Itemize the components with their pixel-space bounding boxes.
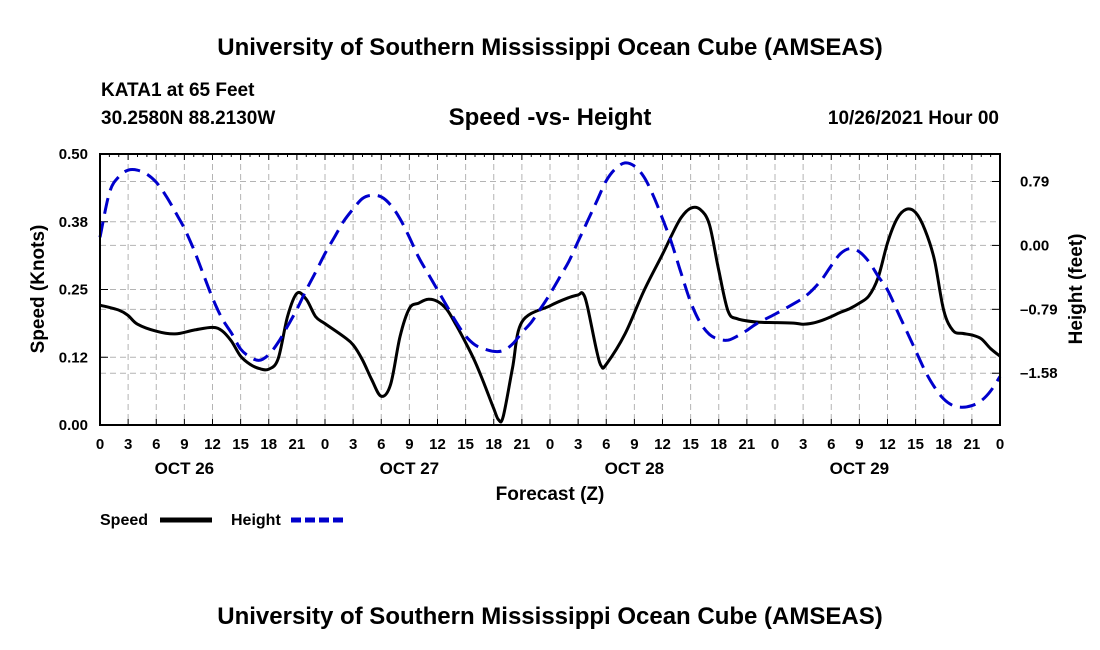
x-tick-label: 0 [996,436,1004,453]
series-line-height [98,161,1002,409]
x-tick-label: 21 [739,436,756,453]
left-tick-label: 0.38 [59,214,88,231]
right-tick-label: –1.58 [1020,365,1058,382]
x-tick-label: 12 [204,436,221,453]
x-tick-label: 18 [710,436,727,453]
x-tick-label: 21 [514,436,531,453]
right-tick-label: 0.79 [1020,174,1049,191]
day-label: OCT 29 [830,459,890,478]
x-tick-label: 21 [964,436,981,453]
forecast-datetime: 10/26/2021 Hour 00 [828,108,999,129]
station-coords: 30.2580N 88.2130W [101,108,275,129]
left-tick-label: 0.00 [59,417,88,434]
x-tick-label: 9 [855,436,863,453]
grid-lines [100,154,1000,425]
x-axis-day-labels: OCT 26 OCT 27 OCT 28 OCT 29 [155,459,890,478]
right-tick-label: –0.79 [1020,301,1058,318]
left-axis-label: Speed (Knots) [28,225,49,354]
right-tick-label: 0.00 [1020,237,1049,254]
x-tick-label: 6 [827,436,835,453]
x-tick-label: 3 [799,436,807,453]
station-label: KATA1 at 65 Feet [101,80,255,101]
x-tick-label: 12 [879,436,896,453]
x-tick-label: 18 [935,436,952,453]
x-tick-label: 15 [232,436,249,453]
x-tick-label: 15 [682,436,699,453]
x-tick-label: 6 [602,436,610,453]
x-tick-label: 12 [429,436,446,453]
legend-height-label: Height [231,512,281,529]
x-tick-label: 18 [485,436,502,453]
legend: Speed Height [100,512,343,529]
chart-subtitle: Speed -vs- Height [449,104,652,131]
left-tick-label: 0.25 [59,282,88,299]
series-layer [98,161,1002,424]
x-tick-label: 0 [771,436,779,453]
day-label: OCT 26 [155,459,215,478]
x-tick-label: 15 [457,436,474,453]
x-tick-label: 9 [180,436,188,453]
legend-speed-label: Speed [100,512,148,529]
x-tick-label: 9 [405,436,413,453]
x-tick-label: 0 [321,436,329,453]
left-axis-tick-labels: 0.00 0.12 0.25 0.38 0.50 [59,146,88,434]
x-tick-label: 9 [630,436,638,453]
day-label: OCT 27 [380,459,440,478]
x-tick-label: 18 [260,436,277,453]
day-label: OCT 28 [605,459,665,478]
left-tick-label: 0.12 [59,349,88,366]
x-tick-label: 0 [546,436,554,453]
x-tick-label: 3 [349,436,357,453]
x-tick-label: 0 [96,436,104,453]
x-tick-label: 3 [124,436,132,453]
x-tick-label: 21 [289,436,306,453]
x-tick-label: 15 [907,436,924,453]
footer-title: University of Southern Mississippi Ocean… [217,603,882,630]
right-axis-tick-labels: 0.79 0.00 –0.79 –1.58 [1020,174,1058,383]
plot-frame [99,153,1001,426]
x-axis-tick-labels: 0 3 6 9 12 15 18 21 0 3 6 9 12 15 18 21 0 3 6 9 12 15 18 21 0 3 6 9… [96,436,1004,453]
x-tick-label: 6 [152,436,160,453]
x-axis-label: Forecast (Z) [496,484,605,505]
left-tick-label: 0.50 [59,146,88,163]
right-axis-label: Height (feet) [1066,234,1087,345]
x-tick-label: 6 [377,436,385,453]
x-tick-label: 3 [574,436,582,453]
series-line-speed [99,205,1001,424]
x-tick-label: 12 [654,436,671,453]
chart-title: University of Southern Mississippi Ocean… [217,34,882,61]
